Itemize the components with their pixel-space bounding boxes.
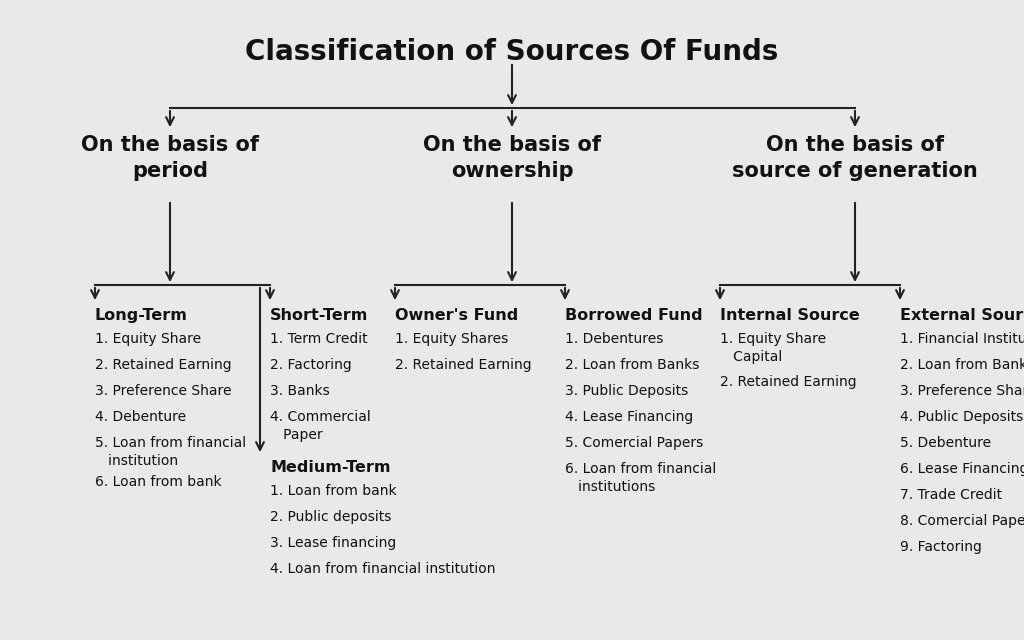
Text: 3. Preference Shares: 3. Preference Shares	[900, 384, 1024, 398]
Text: 2. Retained Earning: 2. Retained Earning	[395, 358, 531, 372]
Text: Classification of Sources Of Funds: Classification of Sources Of Funds	[246, 38, 778, 66]
Text: 2. Loan from Banks: 2. Loan from Banks	[565, 358, 699, 372]
Text: Short-Term: Short-Term	[270, 308, 369, 323]
Text: 2. Public deposits: 2. Public deposits	[270, 510, 391, 524]
Text: 8. Comercial Paper: 8. Comercial Paper	[900, 514, 1024, 528]
Text: 2. Retained Earning: 2. Retained Earning	[95, 358, 231, 372]
Text: 3. Banks: 3. Banks	[270, 384, 330, 398]
Text: 1. Loan from bank: 1. Loan from bank	[270, 484, 396, 498]
Text: 3. Lease financing: 3. Lease financing	[270, 536, 396, 550]
Text: 2. Loan from Bank: 2. Loan from Bank	[900, 358, 1024, 372]
Text: Internal Source: Internal Source	[720, 308, 860, 323]
Text: Borrowed Fund: Borrowed Fund	[565, 308, 702, 323]
Text: 1. Equity Share: 1. Equity Share	[95, 332, 201, 346]
Text: 1. Financial Institution: 1. Financial Institution	[900, 332, 1024, 346]
Text: Long-Term: Long-Term	[95, 308, 187, 323]
Text: 5. Comercial Papers: 5. Comercial Papers	[565, 436, 703, 450]
Text: Medium-Term: Medium-Term	[270, 460, 390, 475]
Text: 6. Lease Financing: 6. Lease Financing	[900, 462, 1024, 476]
Text: 4. Commercial
   Paper: 4. Commercial Paper	[270, 410, 371, 442]
Text: 6. Loan from financial
   institutions: 6. Loan from financial institutions	[565, 462, 716, 494]
Text: 7. Trade Credit: 7. Trade Credit	[900, 488, 1002, 502]
Text: 3. Public Deposits: 3. Public Deposits	[565, 384, 688, 398]
Text: 1. Equity Shares: 1. Equity Shares	[395, 332, 508, 346]
Text: 2. Factoring: 2. Factoring	[270, 358, 352, 372]
Text: 5. Loan from financial
   institution: 5. Loan from financial institution	[95, 436, 246, 468]
Text: 1. Equity Share
   Capital: 1. Equity Share Capital	[720, 332, 826, 364]
Text: 6. Loan from bank: 6. Loan from bank	[95, 475, 221, 489]
Text: 4. Public Deposits: 4. Public Deposits	[900, 410, 1023, 424]
Text: On the basis of
period: On the basis of period	[81, 135, 259, 181]
Text: 9. Factoring: 9. Factoring	[900, 540, 982, 554]
Text: Owner's Fund: Owner's Fund	[395, 308, 518, 323]
Text: On the basis of
source of generation: On the basis of source of generation	[732, 135, 978, 181]
Text: 3. Preference Share: 3. Preference Share	[95, 384, 231, 398]
Text: On the basis of
ownership: On the basis of ownership	[423, 135, 601, 181]
Text: 4. Debenture: 4. Debenture	[95, 410, 186, 424]
Text: 2. Retained Earning: 2. Retained Earning	[720, 375, 857, 389]
Text: 4. Lease Financing: 4. Lease Financing	[565, 410, 693, 424]
Text: 1. Debentures: 1. Debentures	[565, 332, 664, 346]
Text: 4. Loan from financial institution: 4. Loan from financial institution	[270, 562, 496, 576]
Text: External Source: External Source	[900, 308, 1024, 323]
Text: 5. Debenture: 5. Debenture	[900, 436, 991, 450]
Text: 1. Term Credit: 1. Term Credit	[270, 332, 368, 346]
